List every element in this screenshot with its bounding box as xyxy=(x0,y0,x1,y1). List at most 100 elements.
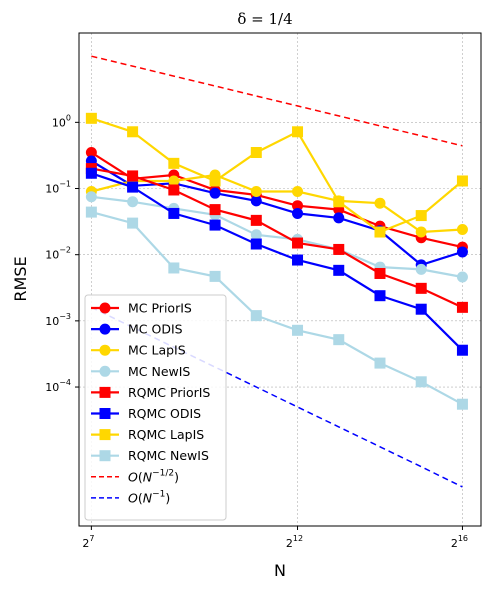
data-point xyxy=(250,214,262,226)
legend-box xyxy=(84,294,227,521)
data-point xyxy=(333,196,345,208)
data-point xyxy=(292,200,304,212)
legend-label: RQMC ODIS xyxy=(128,406,201,421)
data-point xyxy=(415,210,427,222)
legend-item: RQMC LapIS xyxy=(91,427,204,442)
data-point xyxy=(250,238,262,250)
series-4 xyxy=(85,163,468,313)
series-line xyxy=(90,151,463,249)
data-point xyxy=(209,187,221,199)
data-point xyxy=(127,217,139,229)
data-point xyxy=(374,226,386,238)
legend-label: RQMC PriorIS xyxy=(128,385,210,400)
data-point xyxy=(85,167,97,179)
data-point xyxy=(292,186,304,198)
data-point xyxy=(209,175,221,187)
data-point xyxy=(168,184,180,196)
series-line xyxy=(91,55,463,147)
data-point xyxy=(456,246,468,258)
series-line xyxy=(91,211,463,406)
data-point xyxy=(168,157,180,169)
data-point xyxy=(85,112,97,124)
legend-label: MC NewIS xyxy=(128,364,190,379)
series-5 xyxy=(85,167,468,356)
legend-marker xyxy=(99,344,111,356)
series-line xyxy=(91,195,463,279)
data-point xyxy=(374,197,386,209)
series-line xyxy=(91,167,463,309)
legend-marker xyxy=(99,408,111,419)
legend-label: RQMC NewIS xyxy=(128,448,209,463)
data-point xyxy=(415,226,427,238)
data-point xyxy=(127,181,139,193)
legend-marker xyxy=(99,302,111,314)
data-point xyxy=(250,147,262,159)
series-line xyxy=(91,173,463,234)
data-point xyxy=(168,262,180,274)
data-point xyxy=(333,334,345,346)
chart-title: δ = 1/4 xyxy=(237,10,292,28)
legend-label: O(N−1) xyxy=(128,489,170,505)
data-point xyxy=(250,229,262,241)
data-point xyxy=(168,207,180,219)
data-point xyxy=(292,126,304,138)
series-layer xyxy=(85,55,468,488)
data-point xyxy=(374,357,386,369)
data-point xyxy=(456,301,468,313)
data-point xyxy=(292,207,304,219)
legend-label: O(N−1/2) xyxy=(128,468,179,484)
legend-item: MC NewIS xyxy=(91,364,190,379)
legend-label: RQMC LapIS xyxy=(128,427,204,442)
legend-marker xyxy=(99,365,111,377)
data-point xyxy=(127,126,139,138)
data-point xyxy=(127,170,139,182)
series-6 xyxy=(85,112,468,238)
legend-marker xyxy=(99,429,111,441)
legend-item: O(N−1) xyxy=(91,489,170,505)
data-point xyxy=(456,398,468,410)
legend-item: O(N−1/2) xyxy=(91,468,179,484)
data-point xyxy=(374,290,386,302)
legend-item: MC PriorIS xyxy=(91,301,192,316)
legend-item: RQMC PriorIS xyxy=(91,385,210,400)
legend-marker xyxy=(99,450,111,462)
data-point xyxy=(456,224,468,236)
data-point xyxy=(85,147,97,159)
data-point xyxy=(209,204,221,216)
series-line xyxy=(91,306,463,488)
data-point xyxy=(127,196,139,208)
legend-label: MC PriorIS xyxy=(128,301,192,316)
series-9 xyxy=(91,306,463,488)
legend-item: RQMC ODIS xyxy=(91,406,201,421)
legend-marker xyxy=(99,386,111,398)
data-point xyxy=(456,344,468,356)
series-8 xyxy=(91,55,463,147)
legend-item: MC LapIS xyxy=(91,343,186,358)
legend-label: MC ODIS xyxy=(128,322,183,337)
data-point xyxy=(415,282,427,294)
data-point xyxy=(456,271,468,283)
data-point xyxy=(250,310,262,322)
legend-marker xyxy=(99,323,111,335)
grid xyxy=(79,33,481,526)
data-point xyxy=(250,195,262,207)
data-point xyxy=(374,267,386,279)
data-point xyxy=(415,303,427,315)
legend-label: MC LapIS xyxy=(128,343,186,358)
legend: MC PriorIS MC ODIS MC LapIS MC NewIS RQMC Pr… xyxy=(84,294,227,521)
legend-item: RQMC NewIS xyxy=(91,448,209,463)
data-point xyxy=(292,237,304,249)
data-point xyxy=(209,219,221,231)
data-point xyxy=(85,206,97,218)
data-point xyxy=(456,175,468,187)
data-point xyxy=(333,212,345,224)
data-point xyxy=(292,254,304,266)
data-point xyxy=(333,264,345,276)
data-point xyxy=(415,376,427,388)
data-point xyxy=(209,270,221,282)
data-point xyxy=(168,175,180,187)
series-7 xyxy=(85,206,468,410)
data-point xyxy=(250,186,262,198)
series-line xyxy=(91,172,464,351)
plot-frame xyxy=(78,32,482,527)
